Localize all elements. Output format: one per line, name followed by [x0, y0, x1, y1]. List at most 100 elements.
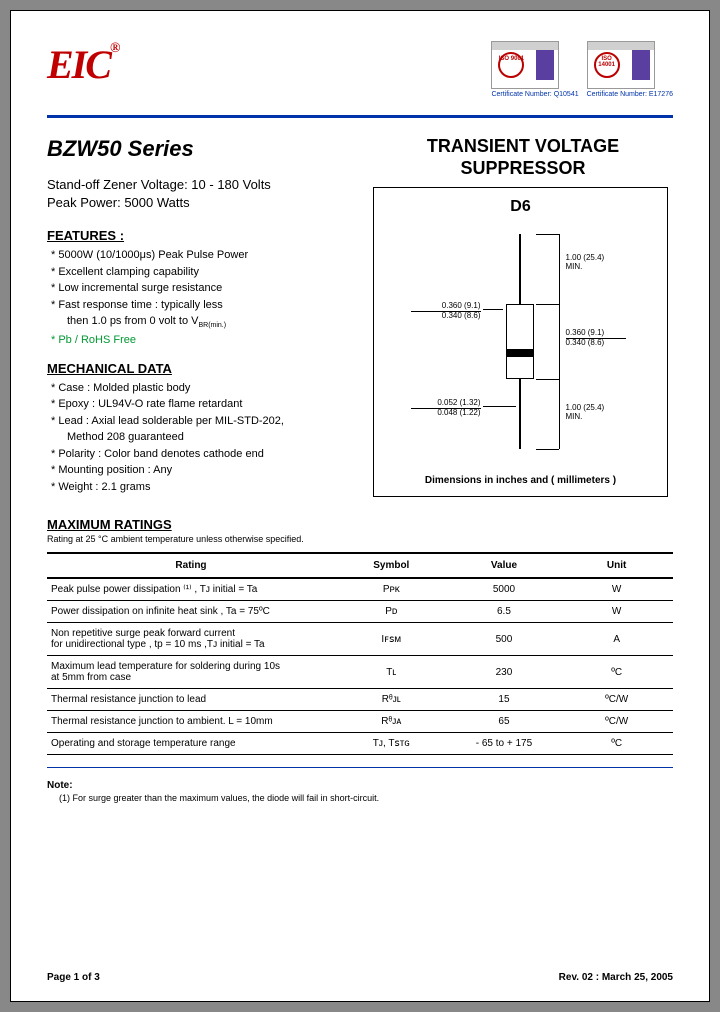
feature-item: then 1.0 ps from 0 volt to VBR(min.)	[47, 313, 353, 332]
symbol-cell: Rᶿᴊʟ	[335, 689, 448, 711]
table-row: Thermal resistance junction to leadRᶿᴊʟ1…	[47, 689, 673, 711]
dim-lead-top: 1.00 (25.4) MIN.	[566, 254, 626, 272]
key-specs: Stand-off Zener Voltage: 10 - 180 Volts …	[47, 176, 353, 212]
feature-item: * Excellent clamping capability	[47, 264, 353, 281]
mechanical-heading: MECHANICAL DATA	[47, 361, 353, 376]
dim-lead-bot: 1.00 (25.4) MIN.	[566, 404, 626, 422]
unit-cell: ºC	[560, 656, 673, 689]
feature-item: * Fast response time : typically less	[47, 297, 353, 314]
dim-line	[559, 304, 560, 379]
table-row: Peak pulse power dissipation ⁽¹⁾ , Tᴊ in…	[47, 578, 673, 601]
spec-voltage: Stand-off Zener Voltage: 10 - 180 Volts	[47, 176, 353, 194]
ratings-table: Rating Symbol Value Unit Peak pulse powe…	[47, 552, 673, 755]
left-column: BZW50 Series Stand-off Zener Voltage: 10…	[47, 136, 353, 497]
package-name: D6	[510, 198, 530, 216]
unit-cell: W	[560, 601, 673, 623]
table-row: Operating and storage temperature rangeT…	[47, 733, 673, 755]
th-rating: Rating	[47, 553, 335, 578]
feature-item: * 5000W (10/1000μs) Peak Pulse Power	[47, 247, 353, 264]
table-row: Power dissipation on infinite heat sink …	[47, 601, 673, 623]
symbol-cell: Pᴘᴋ	[335, 578, 448, 601]
mech-item: * Epoxy : UL94V-O rate flame retardant	[47, 396, 353, 413]
th-symbol: Symbol	[335, 553, 448, 578]
table-row: Non repetitive surge peak forward curren…	[47, 623, 673, 656]
feature4b-sub: BR(min.)	[198, 323, 226, 330]
ratings-heading: MAXIMUM RATINGS	[47, 517, 673, 532]
cert1-iso-text: ISO 9001	[498, 56, 524, 62]
separator-rule	[47, 767, 673, 768]
value-cell: 6.5	[448, 601, 561, 623]
cert1-number: Certificate Number: Q10541	[491, 91, 578, 98]
table-row: Thermal resistance junction to ambient. …	[47, 711, 673, 733]
note-heading: Note:	[47, 780, 673, 791]
rating-cell: Thermal resistance junction to ambient. …	[47, 711, 335, 733]
diode-body	[506, 304, 534, 379]
page-footer: Page 1 of 3 Rev. 02 : March 25, 2005	[47, 972, 673, 983]
feature4b-text: then 1.0 ps from 0 volt to V	[67, 315, 198, 327]
series-title: BZW50 Series	[47, 136, 353, 162]
datasheet-page: EIC® ISO 9001 Certificate Number: Q10541…	[10, 10, 710, 1002]
logo-reg: ®	[110, 41, 118, 56]
package-diagram: D6 0.360 (9.1) 0.340 (8.6) 1.00 (25.4) M…	[373, 187, 668, 497]
dim-arrow	[483, 406, 516, 407]
lead-bottom	[519, 379, 521, 449]
cathode-band	[506, 349, 534, 357]
dim-arrow	[483, 309, 503, 310]
page-header: EIC® ISO 9001 Certificate Number: Q10541…	[47, 41, 673, 111]
note-text: (1) For surge greater than the maximum v…	[59, 793, 673, 803]
mech-item: Method 208 guaranteed	[47, 429, 353, 446]
rating-cell: Operating and storage temperature range	[47, 733, 335, 755]
rating-cell: Peak pulse power dissipation ⁽¹⁾ , Tᴊ in…	[47, 578, 335, 601]
symbol-cell: Pᴅ	[335, 601, 448, 623]
cert2-iso-text: ISO 14001	[594, 56, 620, 68]
dim-lead-diameter: 0.052 (1.32) 0.048 (1.22)	[411, 399, 481, 418]
lead-top	[519, 234, 521, 304]
value-cell: 15	[448, 689, 561, 711]
rating-cell: Non repetitive surge peak forward curren…	[47, 623, 335, 656]
cert-iso9001: ISO 9001 Certificate Number: Q10541	[491, 41, 578, 98]
mechanical-list: * Case : Molded plastic body * Epoxy : U…	[47, 380, 353, 496]
mech-item: * Case : Molded plastic body	[47, 380, 353, 397]
cert-iso14001: ISO 14001 Certificate Number: E17276	[587, 41, 673, 98]
company-logo: EIC®	[47, 41, 118, 88]
symbol-cell: Iꜰꜱᴍ	[335, 623, 448, 656]
th-unit: Unit	[560, 553, 673, 578]
table-header-row: Rating Symbol Value Unit	[47, 553, 673, 578]
top-section: BZW50 Series Stand-off Zener Voltage: 10…	[47, 136, 673, 497]
table-row: Maximum lead temperature for soldering d…	[47, 656, 673, 689]
rating-cell: Maximum lead temperature for soldering d…	[47, 656, 335, 689]
unit-cell: W	[560, 578, 673, 601]
product-title-1: TRANSIENT VOLTAGE	[427, 136, 619, 156]
spec-power: Peak Power: 5000 Watts	[47, 194, 353, 212]
value-cell: 5000	[448, 578, 561, 601]
mech-item: * Polarity : Color band denotes cathode …	[47, 446, 353, 463]
dim-line	[559, 379, 560, 449]
cert-badge-icon: ISO 14001	[587, 41, 655, 89]
features-list: * 5000W (10/1000μs) Peak Pulse Power * E…	[47, 247, 353, 348]
rating-cell: Thermal resistance junction to lead	[47, 689, 335, 711]
dim-body-height: 0.360 (9.1) 0.340 (8.6)	[566, 329, 626, 348]
mech-item: * Lead : Axial lead solderable per MIL-S…	[47, 413, 353, 430]
certifications: ISO 9001 Certificate Number: Q10541 ISO …	[491, 41, 673, 98]
value-cell: 500	[448, 623, 561, 656]
cert-badge-icon: ISO 9001	[491, 41, 559, 89]
unit-cell: ºC/W	[560, 711, 673, 733]
ratings-subtext: Rating at 25 °C ambient temperature unle…	[47, 534, 673, 544]
feature-item: * Low incremental surge resistance	[47, 280, 353, 297]
revision-date: Rev. 02 : March 25, 2005	[559, 972, 673, 983]
right-column: TRANSIENT VOLTAGE SUPPRESSOR D6 0.360 (9…	[373, 136, 673, 497]
dim-line	[559, 234, 560, 304]
logo-text: EIC	[47, 42, 110, 87]
symbol-cell: Rᶿᴊᴀ	[335, 711, 448, 733]
header-rule	[47, 115, 673, 118]
product-title-2: SUPPRESSOR	[460, 158, 585, 178]
mech-item: * Mounting position : Any	[47, 462, 353, 479]
dim-body-width: 0.360 (9.1) 0.340 (8.6)	[411, 302, 481, 321]
value-cell: 65	[448, 711, 561, 733]
unit-cell: ºC	[560, 733, 673, 755]
value-cell: 230	[448, 656, 561, 689]
unit-cell: A	[560, 623, 673, 656]
product-title: TRANSIENT VOLTAGE SUPPRESSOR	[373, 136, 673, 179]
rating-cell: Power dissipation on infinite heat sink …	[47, 601, 335, 623]
feature-rohs: * Pb / RoHS Free	[47, 332, 353, 349]
